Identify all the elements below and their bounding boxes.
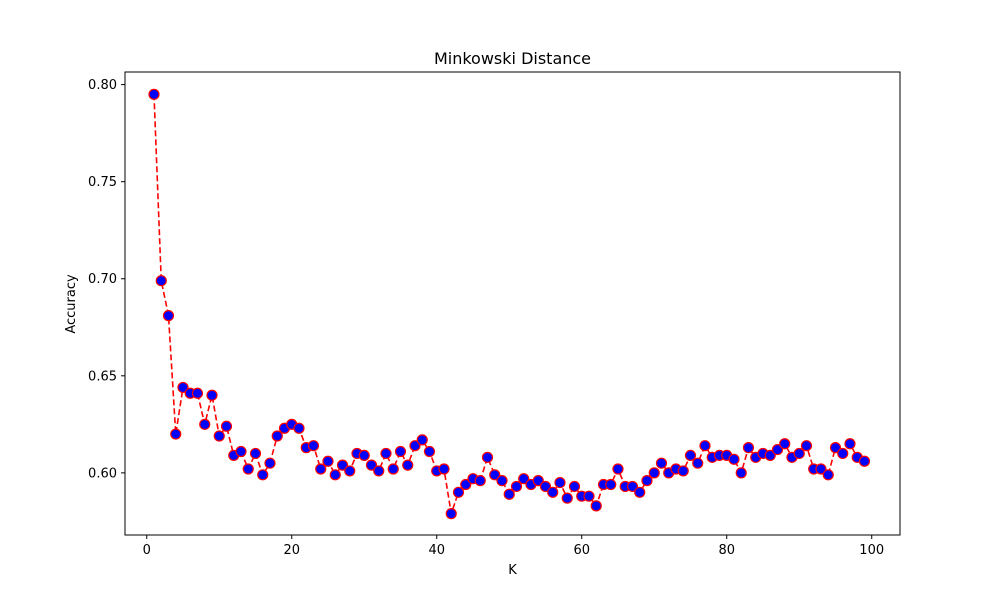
data-point [373, 465, 385, 477]
data-point [387, 463, 399, 475]
x-tick-label: 100 [859, 543, 884, 558]
y-axis-label: Accuracy [64, 274, 79, 334]
data-point [235, 445, 247, 458]
data-point [445, 508, 457, 520]
data-point [271, 430, 283, 442]
data-series [148, 88, 871, 520]
data-point [844, 438, 856, 450]
data-point [793, 447, 805, 460]
data-point [329, 469, 341, 481]
data-point [249, 447, 262, 460]
y-tick-label: 0.75 [88, 175, 117, 190]
data-point [684, 449, 697, 462]
data-point [771, 443, 784, 456]
x-tick-label: 40 [428, 543, 445, 558]
data-point [648, 467, 660, 479]
y-tick-label: 0.80 [88, 78, 117, 93]
data-point [699, 440, 711, 452]
data-point [496, 475, 508, 487]
y-tick-label: 0.70 [88, 272, 117, 287]
chart-title: Minkowski Distance [434, 49, 591, 68]
data-point [583, 490, 595, 502]
data-point [612, 463, 624, 475]
data-point [728, 453, 740, 465]
data-point [365, 459, 378, 471]
data-point [307, 440, 320, 452]
data-point [416, 434, 428, 446]
x-axis-label: K [508, 563, 517, 578]
data-point [293, 422, 305, 434]
data-point [503, 488, 515, 500]
data-point [242, 463, 254, 475]
data-point [452, 486, 465, 498]
data-point [764, 449, 776, 462]
data-point [641, 475, 653, 487]
data-point [489, 469, 501, 481]
data-point [148, 88, 160, 100]
data-point [344, 465, 356, 477]
data-point [547, 486, 559, 498]
data-point [213, 430, 225, 442]
data-point [626, 480, 639, 493]
data-point [358, 449, 370, 462]
x-tick-label: 0 [143, 543, 151, 558]
data-point [481, 451, 494, 463]
data-point [829, 442, 842, 454]
y-axis-ticks: 0.60 0.65 0.70 0.75 0.80 [88, 78, 125, 481]
data-point [257, 469, 269, 481]
plot-area [124, 71, 901, 536]
data-point [394, 445, 407, 458]
axes-frame [124, 71, 901, 536]
data-point [409, 440, 421, 452]
y-tick-label: 0.60 [88, 466, 117, 481]
data-point [735, 467, 747, 479]
x-axis-ticks: 0 20 40 60 80 100 [143, 535, 884, 558]
data-point [858, 455, 871, 467]
data-point [199, 418, 211, 430]
data-point [177, 381, 189, 394]
data-point [655, 457, 668, 469]
data-point [315, 463, 327, 475]
data-point [532, 475, 544, 487]
data-point [380, 447, 392, 460]
data-point [800, 440, 813, 452]
data-point [322, 455, 334, 467]
data-point [692, 457, 704, 469]
data-point [677, 465, 689, 477]
data-point [460, 478, 472, 491]
x-tick-label: 20 [283, 543, 300, 558]
data-point [605, 478, 617, 491]
x-tick-label: 60 [573, 543, 590, 558]
data-point [742, 442, 755, 454]
data-point [815, 463, 827, 475]
data-point [518, 473, 530, 485]
data-point [561, 492, 573, 504]
data-point [162, 310, 175, 322]
data-point [155, 275, 167, 287]
data-point [220, 420, 233, 432]
data-point [402, 459, 414, 471]
data-point [590, 500, 602, 512]
data-point [568, 480, 581, 493]
data-point [822, 469, 834, 481]
data-point [837, 447, 849, 460]
data-point [554, 476, 566, 489]
data-point [539, 480, 552, 493]
data-point [438, 463, 450, 475]
data-point [510, 480, 523, 493]
data-point [264, 457, 276, 469]
data-point [206, 389, 218, 401]
data-point [474, 475, 486, 487]
x-tick-label: 80 [718, 543, 735, 558]
data-point [779, 438, 791, 450]
data-point [634, 486, 646, 498]
data-point [170, 428, 182, 440]
data-point [423, 445, 436, 458]
y-tick-label: 0.65 [88, 369, 117, 384]
data-point [336, 459, 349, 471]
data-point [191, 387, 204, 399]
